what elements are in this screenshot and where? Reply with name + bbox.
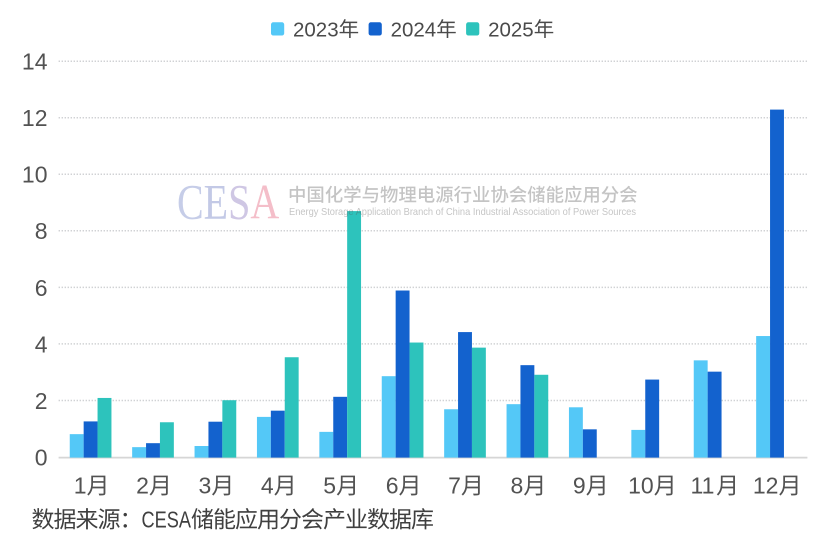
svg-text:11: 11 <box>691 473 715 499</box>
svg-text:Energy Storage Application Bra: Energy Storage Application Branch of Chi… <box>289 207 636 218</box>
svg-text:1: 1 <box>74 473 87 499</box>
svg-text:0: 0 <box>35 444 48 470</box>
svg-text:CESA: CESA <box>177 174 280 229</box>
svg-text:10: 10 <box>628 473 654 499</box>
svg-text:4: 4 <box>261 473 274 499</box>
svg-text:6: 6 <box>35 275 48 301</box>
svg-text:2024: 2024 <box>391 18 437 41</box>
svg-text:14: 14 <box>22 49 48 75</box>
svg-text:10: 10 <box>22 162 48 188</box>
svg-text:12: 12 <box>753 473 779 499</box>
svg-text:2023: 2023 <box>293 18 339 41</box>
svg-text:8: 8 <box>35 218 48 244</box>
svg-text:3: 3 <box>199 473 212 499</box>
svg-text:2: 2 <box>136 473 149 499</box>
svg-text:7: 7 <box>448 473 461 499</box>
svg-text:9: 9 <box>573 473 586 499</box>
svg-text:6: 6 <box>386 473 399 499</box>
svg-text:2: 2 <box>35 388 48 414</box>
svg-text:8: 8 <box>511 473 524 499</box>
svg-text:5: 5 <box>323 473 336 499</box>
svg-text:4: 4 <box>35 331 48 357</box>
svg-text:2025: 2025 <box>488 18 534 41</box>
svg-text:12: 12 <box>22 105 48 131</box>
svg-text:CESA: CESA <box>142 507 192 533</box>
